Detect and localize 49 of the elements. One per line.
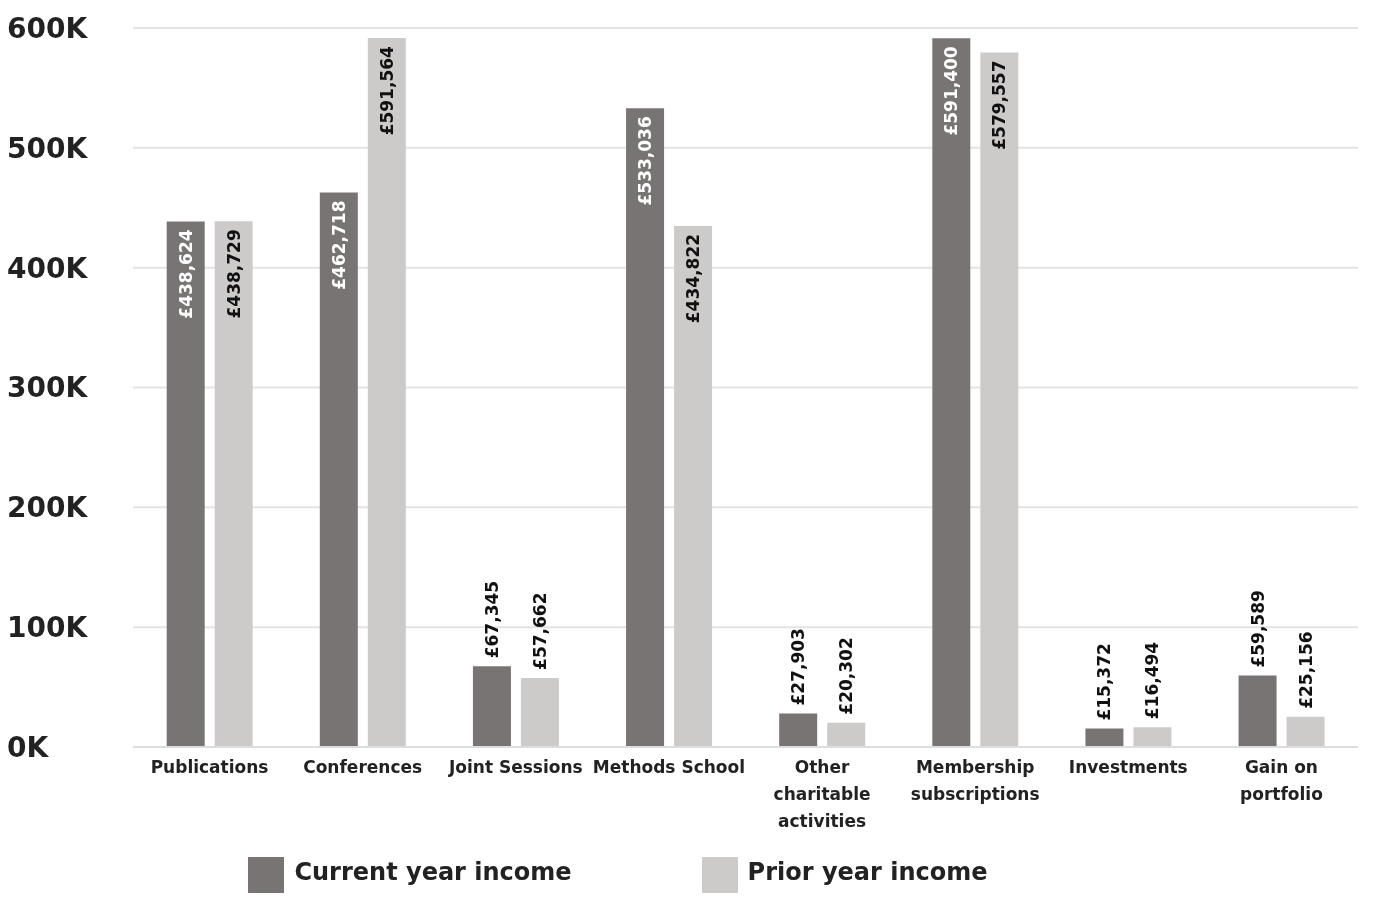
data-label: £25,156 (1295, 631, 1316, 709)
y-tick-label: 300K (7, 371, 89, 405)
bar (980, 52, 1019, 747)
x-tick-label: Investments (1068, 757, 1188, 777)
data-label: £57,662 (529, 592, 550, 670)
bar (1133, 727, 1172, 747)
bar (779, 713, 818, 747)
y-tick-label: 400K (7, 251, 89, 285)
bar (319, 192, 358, 747)
bar (520, 677, 559, 747)
x-tick-label: Conferences (303, 757, 423, 777)
bar (214, 221, 253, 747)
bar (827, 722, 866, 747)
x-tick-label: Joint Sessions (447, 757, 583, 777)
data-label: £67,345 (481, 580, 502, 659)
y-tick-label: 100K (7, 611, 89, 645)
data-label: £533,036 (635, 116, 656, 206)
data-label: £20,302 (836, 637, 857, 715)
bar (626, 108, 665, 747)
data-label: £15,372 (1094, 643, 1115, 721)
bar (1085, 728, 1124, 747)
data-label: £438,624 (175, 229, 196, 319)
y-tick-label: 0K (7, 730, 50, 764)
x-tick-label: Other charitable activities (773, 757, 871, 831)
data-label: £16,494 (1142, 641, 1163, 720)
bar (1286, 716, 1325, 747)
legend-label: Current year income (294, 857, 572, 886)
bar (674, 225, 713, 747)
data-label: £462,718 (328, 200, 349, 290)
data-label: £438,729 (223, 229, 244, 319)
x-tick-label: Gain on portfolio (1240, 757, 1323, 804)
data-label: £27,903 (788, 628, 809, 706)
bar (932, 38, 971, 747)
y-tick-label: 200K (7, 491, 89, 525)
bar (166, 221, 205, 747)
bar (367, 38, 406, 747)
data-label: £591,400 (941, 46, 962, 136)
bar (1238, 675, 1277, 747)
x-tick-label: Publications (150, 757, 269, 777)
x-tick-label: Methods School (592, 757, 746, 777)
data-label: £59,589 (1247, 590, 1268, 668)
data-label: £579,557 (989, 60, 1010, 150)
data-label: £434,822 (683, 233, 704, 324)
x-tick-label: Membership subscriptions (910, 757, 1040, 804)
legend-label: Prior year income (747, 857, 988, 886)
y-tick-label: 600K (7, 11, 89, 45)
bar (472, 666, 511, 747)
data-label: £591,564 (376, 45, 397, 136)
y-tick-label: 500K (7, 131, 89, 165)
